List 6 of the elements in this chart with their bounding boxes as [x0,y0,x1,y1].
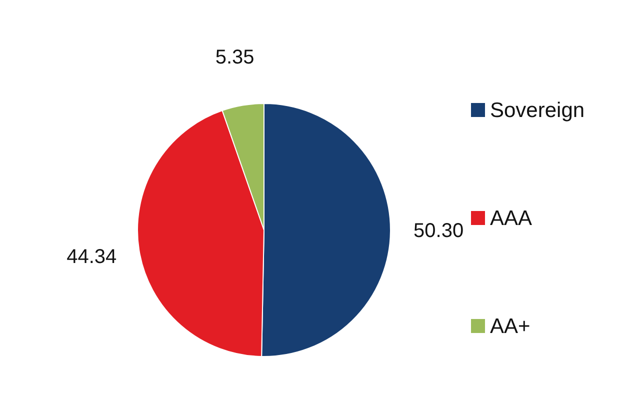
data-label: 44.34 [66,246,117,268]
legend-label: AAA [490,206,532,230]
legend-label: AA+ [490,314,530,338]
data-label: 50.30 [414,220,464,242]
data-label: 5.35 [215,46,254,68]
legend-label: Sovereign [490,98,585,122]
